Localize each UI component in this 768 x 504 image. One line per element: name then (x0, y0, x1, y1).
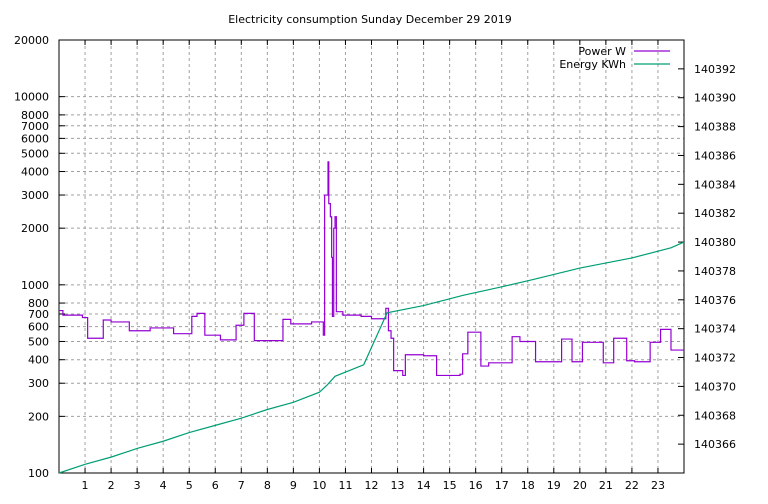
x-tick-label: 10 (312, 479, 326, 492)
y-left-tick-label: 100 (28, 467, 49, 480)
x-tick-label: 21 (599, 479, 613, 492)
y-right-tick-label: 140374 (694, 323, 736, 336)
x-tick-label: 23 (651, 479, 665, 492)
plot-border (58, 39, 685, 474)
y-left-tick-label: 200 (28, 410, 49, 423)
x-tick-label: 1 (82, 479, 89, 492)
y-left-tick-label: 6000 (21, 132, 49, 145)
y-right-tick-label: 140368 (694, 409, 736, 422)
x-tick-label: 18 (521, 479, 535, 492)
x-tick-label: 6 (212, 479, 219, 492)
y-right-tick-label: 140376 (694, 294, 736, 307)
y-left-tick-label: 800 (28, 297, 49, 310)
y-left-tick-label: 2000 (21, 222, 49, 235)
y-left-tick-label: 500 (28, 335, 49, 348)
x-tick-label: 13 (391, 479, 405, 492)
y-right-tick-label: 140384 (694, 178, 736, 191)
y-left-tick-label: 1000 (21, 279, 49, 292)
legend-label-power: Power W (578, 45, 626, 58)
x-tick-label: 14 (417, 479, 431, 492)
x-tick-label: 9 (290, 479, 297, 492)
y-left-tick-label: 20000 (14, 34, 49, 47)
x-tick-label: 17 (495, 479, 509, 492)
y-right-tick-label: 140378 (694, 265, 736, 278)
y-left-tick-label: 700 (28, 308, 49, 321)
x-tick-label: 12 (365, 479, 379, 492)
legend-label-energy: Energy KWh (559, 58, 626, 71)
y-left-tick-label: 8000 (21, 109, 49, 122)
x-tick-label: 15 (443, 479, 457, 492)
y-right-tick-label: 140392 (694, 63, 736, 76)
x-tick-label: 16 (469, 479, 483, 492)
series (58, 161, 685, 474)
x-tick-label: 4 (160, 479, 167, 492)
x-tick-label: 2 (108, 479, 115, 492)
y-left-tick-label: 3000 (21, 189, 49, 202)
series-line-power-w (59, 161, 684, 377)
y-right-tick-label: 140370 (694, 380, 736, 393)
x-tick-label: 8 (264, 479, 271, 492)
y-left-tick-label: 5000 (21, 147, 49, 160)
y-right-tick-label: 140388 (694, 121, 736, 134)
y-right-tick-label: 140386 (694, 149, 736, 162)
y-left-tick-label: 7000 (21, 120, 49, 133)
x-tick-label: 5 (186, 479, 193, 492)
x-tick-label: 19 (547, 479, 561, 492)
y-left-tick-label: 600 (28, 321, 49, 334)
y-right-tick-label: 140382 (694, 207, 736, 220)
y-right-tick-label: 140380 (694, 236, 736, 249)
y-left-tick-label: 4000 (21, 166, 49, 179)
grid (59, 40, 684, 473)
legend: Power W Energy KWh (559, 45, 670, 71)
axes: 1 2 3 4 5 6 7 8 9 10 11 12 13 14 15 16 17 18 19 20 21 22 23100… (14, 34, 736, 492)
y-left-tick-label: 400 (28, 354, 49, 367)
y-right-tick-label: 140366 (694, 438, 736, 451)
x-tick-label: 20 (573, 479, 587, 492)
chart-title: Electricity consumption Sunday December … (228, 13, 512, 26)
x-tick-label: 11 (338, 479, 352, 492)
x-tick-label: 3 (134, 479, 141, 492)
y-right-tick-label: 140390 (694, 92, 736, 105)
y-left-tick-label: 10000 (14, 91, 49, 104)
y-right-tick-label: 140372 (694, 352, 736, 365)
x-tick-label: 7 (238, 479, 245, 492)
x-tick-label: 22 (625, 479, 639, 492)
series-line-energy-kwh (58, 241, 685, 474)
y-left-tick-label: 300 (28, 377, 49, 390)
